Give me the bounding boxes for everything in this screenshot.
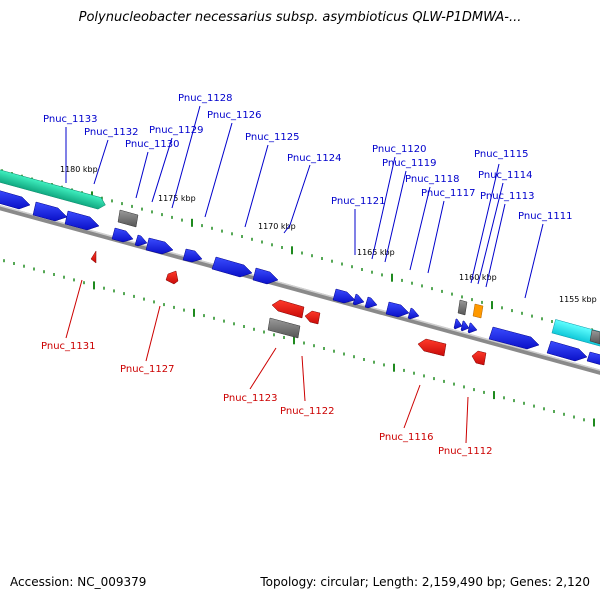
gene-pnuc-1111[interactable] [488,326,540,350]
gene-label-pnuc-1124[interactable]: Pnuc_1124 [287,153,341,164]
gene-pnuc-1123[interactable] [271,299,305,319]
gene-pnuc-1133[interactable] [0,189,31,210]
gene-pnuc-1132[interactable] [32,201,68,222]
gene-label-pnuc-1127[interactable]: Pnuc_1127 [120,364,174,375]
gene-label-pnuc-1111[interactable]: Pnuc_1111 [518,211,572,222]
gene-label-pnuc-1128[interactable]: Pnuc_1128 [178,93,232,104]
gene-label-pnuc-1117[interactable]: Pnuc_1117 [421,188,475,199]
gene-label-pnuc-1120[interactable]: Pnuc_1120 [372,144,426,155]
map-title: Polynucleobacter necessarius subsp. asym… [78,10,522,25]
gene-pnuc-1124-a[interactable] [211,256,253,278]
gene-pnuc-1110[interactable] [546,340,588,362]
genome-summary-text: Topology: circular; Length: 2,159,490 bp… [260,575,590,589]
kbp-label: 1175 kbp [158,194,196,203]
gene-pnuc-1126[interactable] [145,237,174,255]
rna-gene[interactable] [117,209,139,228]
gene-label-pnuc-1123[interactable]: Pnuc_1123 [223,393,277,404]
gene-label-pnuc-1130[interactable]: Pnuc_1130 [125,139,179,150]
gene-label-pnuc-1113[interactable]: Pnuc_1113 [480,191,534,202]
forward-genes [0,189,600,366]
gene-pnuc-1125[interactable] [182,248,203,263]
gene-label-pnuc-1115[interactable]: Pnuc_1115 [474,149,528,160]
accession-text: Accession: NC_009379 [10,575,147,589]
gene-pnuc-1115[interactable] [453,318,463,330]
kbp-label: 1165 kbp [357,248,395,257]
genome-backbone [0,205,600,375]
kbp-label: 1180 kbp [60,165,98,174]
gene-label-pnuc-1133[interactable]: Pnuc_1133 [43,114,97,125]
genome-backbone-highlight [0,204,600,372]
gene-pnuc-1109[interactable] [586,351,600,366]
teal-feature[interactable] [0,168,107,211]
tick-track-lower [3,259,595,427]
rna-gene[interactable] [267,317,301,339]
gene-label-pnuc-1118[interactable]: Pnuc_1118 [405,174,459,185]
gene-label-pnuc-1114[interactable]: Pnuc_1114 [478,170,532,181]
gene-pnuc-1117[interactable] [407,307,420,320]
kbp-label: 1160 kbp [459,273,497,282]
forward-label-leaders [65,105,544,299]
gene-pnuc-1129[interactable] [111,227,134,243]
kbp-label: 1170 kbp [258,222,296,231]
gene-label-pnuc-1121[interactable]: Pnuc_1121 [331,196,385,207]
rna-gene[interactable] [457,299,468,316]
reverse-label-leaders [65,279,469,444]
gene-pnuc-1124-b[interactable] [252,267,279,285]
gene-label-pnuc-1112[interactable]: Pnuc_1112 [438,446,492,457]
gene-pnuc-1121[interactable] [332,288,356,304]
gene-label-pnuc-1131[interactable]: Pnuc_1131 [41,341,95,352]
gene-pnuc-1112[interactable] [471,350,487,366]
gene-pnuc-1130[interactable] [64,210,100,231]
gene-label-pnuc-1119[interactable]: Pnuc_1119 [382,158,436,169]
gene-label-pnuc-1126[interactable]: Pnuc_1126 [207,110,261,121]
gene-label-pnuc-1122[interactable]: Pnuc_1122 [280,406,334,417]
kbp-label: 1155 kbp [559,295,597,304]
gene-label-pnuc-1125[interactable]: Pnuc_1125 [245,132,299,143]
gene-pnuc-1116[interactable] [417,338,447,357]
orange-feature[interactable] [472,303,484,319]
gene-pnuc-1120[interactable] [352,293,365,306]
gene-pnuc-1131[interactable] [90,250,97,264]
gene-pnuc-1118[interactable] [385,301,410,318]
gene-label-pnuc-1129[interactable]: Pnuc_1129 [149,125,203,136]
gene-pnuc-1119[interactable] [364,296,378,309]
gene-label-pnuc-1132[interactable]: Pnuc_1132 [84,127,138,138]
gene-pnuc-1128[interactable] [134,234,148,247]
rna-gene[interactable] [589,329,600,345]
reverse-genes [90,250,487,366]
gene-pnuc-1127[interactable] [165,270,179,285]
gene-pnuc-1113[interactable] [467,322,478,334]
gene-label-pnuc-1116[interactable]: Pnuc_1116 [379,432,433,443]
gene-pnuc-1114[interactable] [460,320,470,332]
gene-pnuc-1122[interactable] [304,310,321,325]
